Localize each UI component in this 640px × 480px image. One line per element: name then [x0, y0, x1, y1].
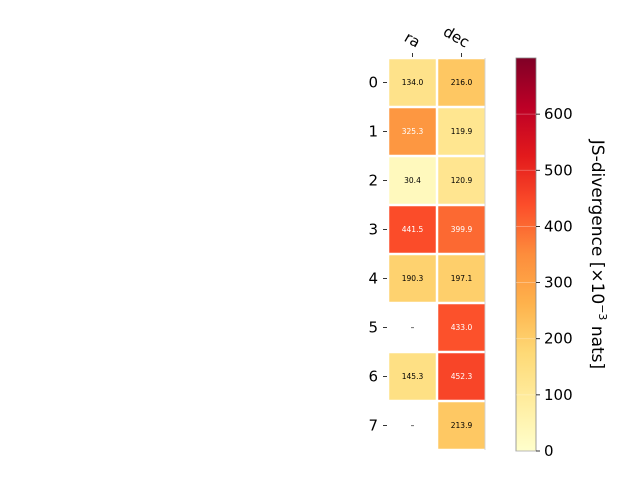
- colorbar-tick-label: 0: [544, 442, 554, 460]
- heatmap-cell: [389, 206, 436, 253]
- x-tick-label: dec: [440, 22, 472, 51]
- cell-value-label: 433.0: [451, 323, 473, 332]
- heatmap-cell: [438, 157, 485, 204]
- x-axis-ticks: ra dec: [401, 22, 473, 57]
- y-tick-label: 4: [368, 270, 378, 288]
- cell-value-label: 399.9: [451, 225, 473, 234]
- heatmap-cells: 134.0 216.0 325.3 119.9 30.4 120.9 441.5 399.9 1…: [389, 58, 486, 450]
- colorbar-tick-label: 600: [544, 105, 573, 123]
- y-axis-ticks: 0 1 2 3 4 5 6 7: [368, 74, 387, 435]
- heatmap-cell: [389, 353, 436, 400]
- heatmap-cell: [389, 157, 436, 204]
- y-tick-label: 7: [368, 417, 378, 435]
- cell-value-label: 30.4: [404, 176, 421, 185]
- heatmap-cell: [438, 255, 485, 302]
- colorbar-title: JS-divergence [×10−3 nats]: [587, 139, 609, 369]
- heatmap-cell: [389, 59, 436, 106]
- heatmap-cell: [438, 402, 485, 449]
- colorbar: 0 100 200 300 400 500 600 JS-divergence [×10−3 …: [515, 57, 609, 460]
- y-tick-label: 0: [368, 74, 378, 92]
- cell-value-label: 190.3: [402, 274, 424, 283]
- heatmap-cell: [389, 255, 436, 302]
- colorbar-tick-label: 100: [544, 386, 573, 404]
- y-tick-label: 6: [368, 368, 378, 386]
- cell-value-label: –: [411, 421, 415, 430]
- heatmap-cell: [438, 304, 485, 351]
- cell-value-label: 213.9: [451, 421, 473, 430]
- cell-value-label: –: [411, 323, 415, 332]
- colorbar-tick-label: 500: [544, 161, 573, 179]
- colorbar-tick-label: 300: [544, 274, 573, 292]
- cell-value-label: 134.0: [402, 78, 424, 87]
- heatmap-cell: [438, 108, 485, 155]
- heatmap-cell: [438, 206, 485, 253]
- cell-value-label: 145.3: [402, 372, 424, 381]
- colorbar-gradient: [515, 57, 537, 452]
- heatmap-cell: [389, 108, 436, 155]
- cell-value-label: 197.1: [451, 274, 473, 283]
- heatmap-cell: [438, 59, 485, 106]
- cell-value-label: 452.3: [451, 372, 473, 381]
- y-tick-label: 3: [368, 221, 378, 239]
- cell-value-label: 325.3: [402, 127, 424, 136]
- cell-value-label: 441.5: [402, 225, 424, 234]
- x-tick-label: ra: [401, 28, 423, 51]
- y-tick-label: 1: [368, 123, 378, 141]
- colorbar-tick-label: 400: [544, 217, 573, 235]
- cell-value-label: 119.9: [451, 127, 473, 136]
- y-tick-label: 5: [368, 319, 378, 337]
- y-tick-label: 2: [368, 172, 378, 190]
- cell-value-label: 120.9: [451, 176, 473, 185]
- cell-value-label: 216.0: [451, 78, 473, 87]
- heatmap-cell: [438, 353, 485, 400]
- colorbar-tick-label: 200: [544, 330, 573, 348]
